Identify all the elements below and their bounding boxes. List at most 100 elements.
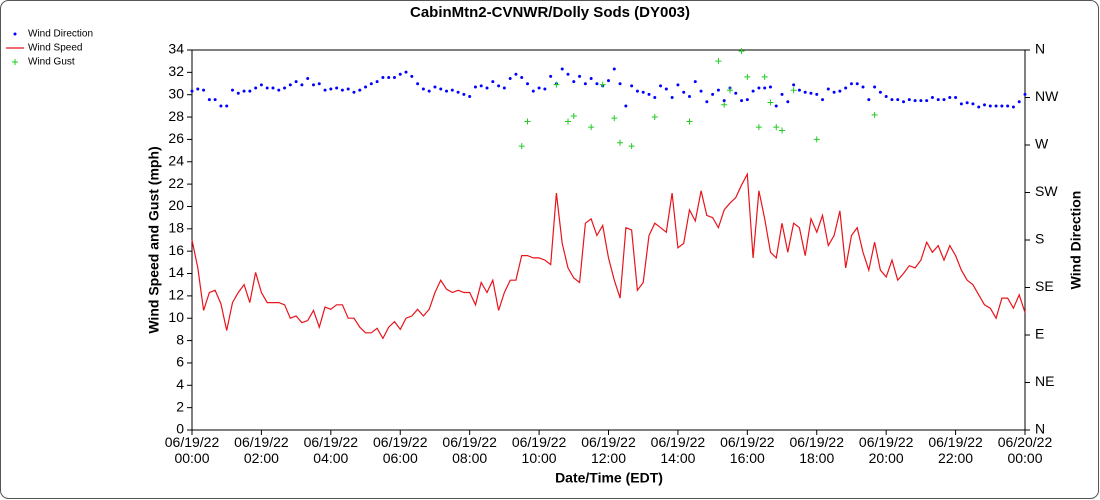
direction-point [502,86,506,90]
direction-point [196,87,200,91]
direction-point [630,84,634,88]
direction-point [306,77,310,80]
y-tick-label: 18 [168,220,184,236]
y-tick-label: 34 [168,41,184,57]
gust-point [570,112,577,119]
direction-point [1000,104,1004,108]
direction-point [439,87,443,91]
y-tick-label: 32 [168,63,184,79]
direction-point [647,92,651,96]
direction-point [560,67,564,71]
y2-tick-label: N [1035,421,1045,437]
direction-point [531,89,535,93]
direction-point [797,88,801,92]
direction-point [635,89,639,93]
gust-point [617,139,624,146]
direction-point [792,83,796,87]
direction-point [346,87,350,91]
direction-point [404,70,408,74]
y2-tick-label: N [1035,41,1045,57]
direction-point [896,98,900,102]
y2-tick-label: SE [1035,278,1054,294]
gust-point [715,58,722,65]
direction-point [566,72,570,76]
direction-point [815,92,819,96]
direction-point [687,94,691,98]
gust-point [686,118,693,125]
direction-point [751,89,755,93]
direction-point [578,74,582,78]
direction-point [977,105,981,109]
direction-point [682,90,686,94]
direction-point [288,83,292,87]
direction-point [283,86,287,90]
y-tick-label: 8 [176,331,184,347]
direction-point [526,82,530,86]
direction-point [954,96,958,99]
direction-point [514,72,518,76]
gust-point [726,87,733,94]
direction-point [734,91,738,95]
direction-point [1011,105,1015,109]
gust-point [599,81,606,88]
y-tick-label: 28 [168,108,184,124]
direction-point [907,98,911,102]
gust-point [744,73,751,80]
direction-point [219,104,223,108]
direction-point [207,98,211,102]
direction-point [543,87,547,91]
direction-point [676,83,680,87]
y-tick-label: 0 [176,421,184,437]
direction-point [242,89,246,93]
direction-point [202,88,206,92]
direction-point [323,88,327,92]
direction-point [803,90,807,94]
direction-point [520,75,524,79]
legend-swatch [13,32,17,36]
direction-point [358,88,362,92]
x-tick-label: 06/19/22 16:00 [720,434,775,466]
direction-point [659,84,663,88]
gust-point [767,99,774,106]
direction-point [641,90,645,94]
direction-point [213,98,217,102]
gust-point [565,118,572,125]
direction-point [265,86,269,90]
y-tick-label: 22 [168,175,184,191]
direction-point [607,79,610,83]
direction-point [844,86,848,90]
legend-label: Wind Speed [28,43,82,54]
chart-title: CabinMtn2-CVNWR/Dolly Sods (DY003) [410,4,690,21]
direction-point [410,74,414,78]
y-tick-label: 12 [168,287,184,303]
direction-point [230,88,234,92]
direction-point [936,98,940,102]
y2-tick-label: SW [1035,183,1058,199]
direction-point [763,86,767,90]
x-tick-label: 06/19/22 00:00 [164,434,220,466]
direction-point [583,82,587,86]
direction-point [421,87,425,91]
gust-point [755,124,762,131]
direction-point [248,89,252,93]
gust-point [651,114,658,121]
direction-point [392,75,396,79]
direction-point [693,80,697,84]
direction-point [398,72,402,76]
gust-point [518,143,525,150]
direction-point [740,99,744,103]
direction-point [456,90,460,94]
direction-point [821,98,825,102]
direction-point [340,88,344,92]
gust-point [611,115,618,122]
gust-point [779,127,786,134]
direction-point [705,100,709,104]
direction-point [572,80,576,84]
y-tick-label: 6 [176,354,184,370]
direction-point [919,99,923,103]
direction-point [300,83,304,87]
direction-point [988,104,992,108]
direction-point [757,86,761,90]
x-tick-label: 06/19/22 08:00 [442,434,497,466]
